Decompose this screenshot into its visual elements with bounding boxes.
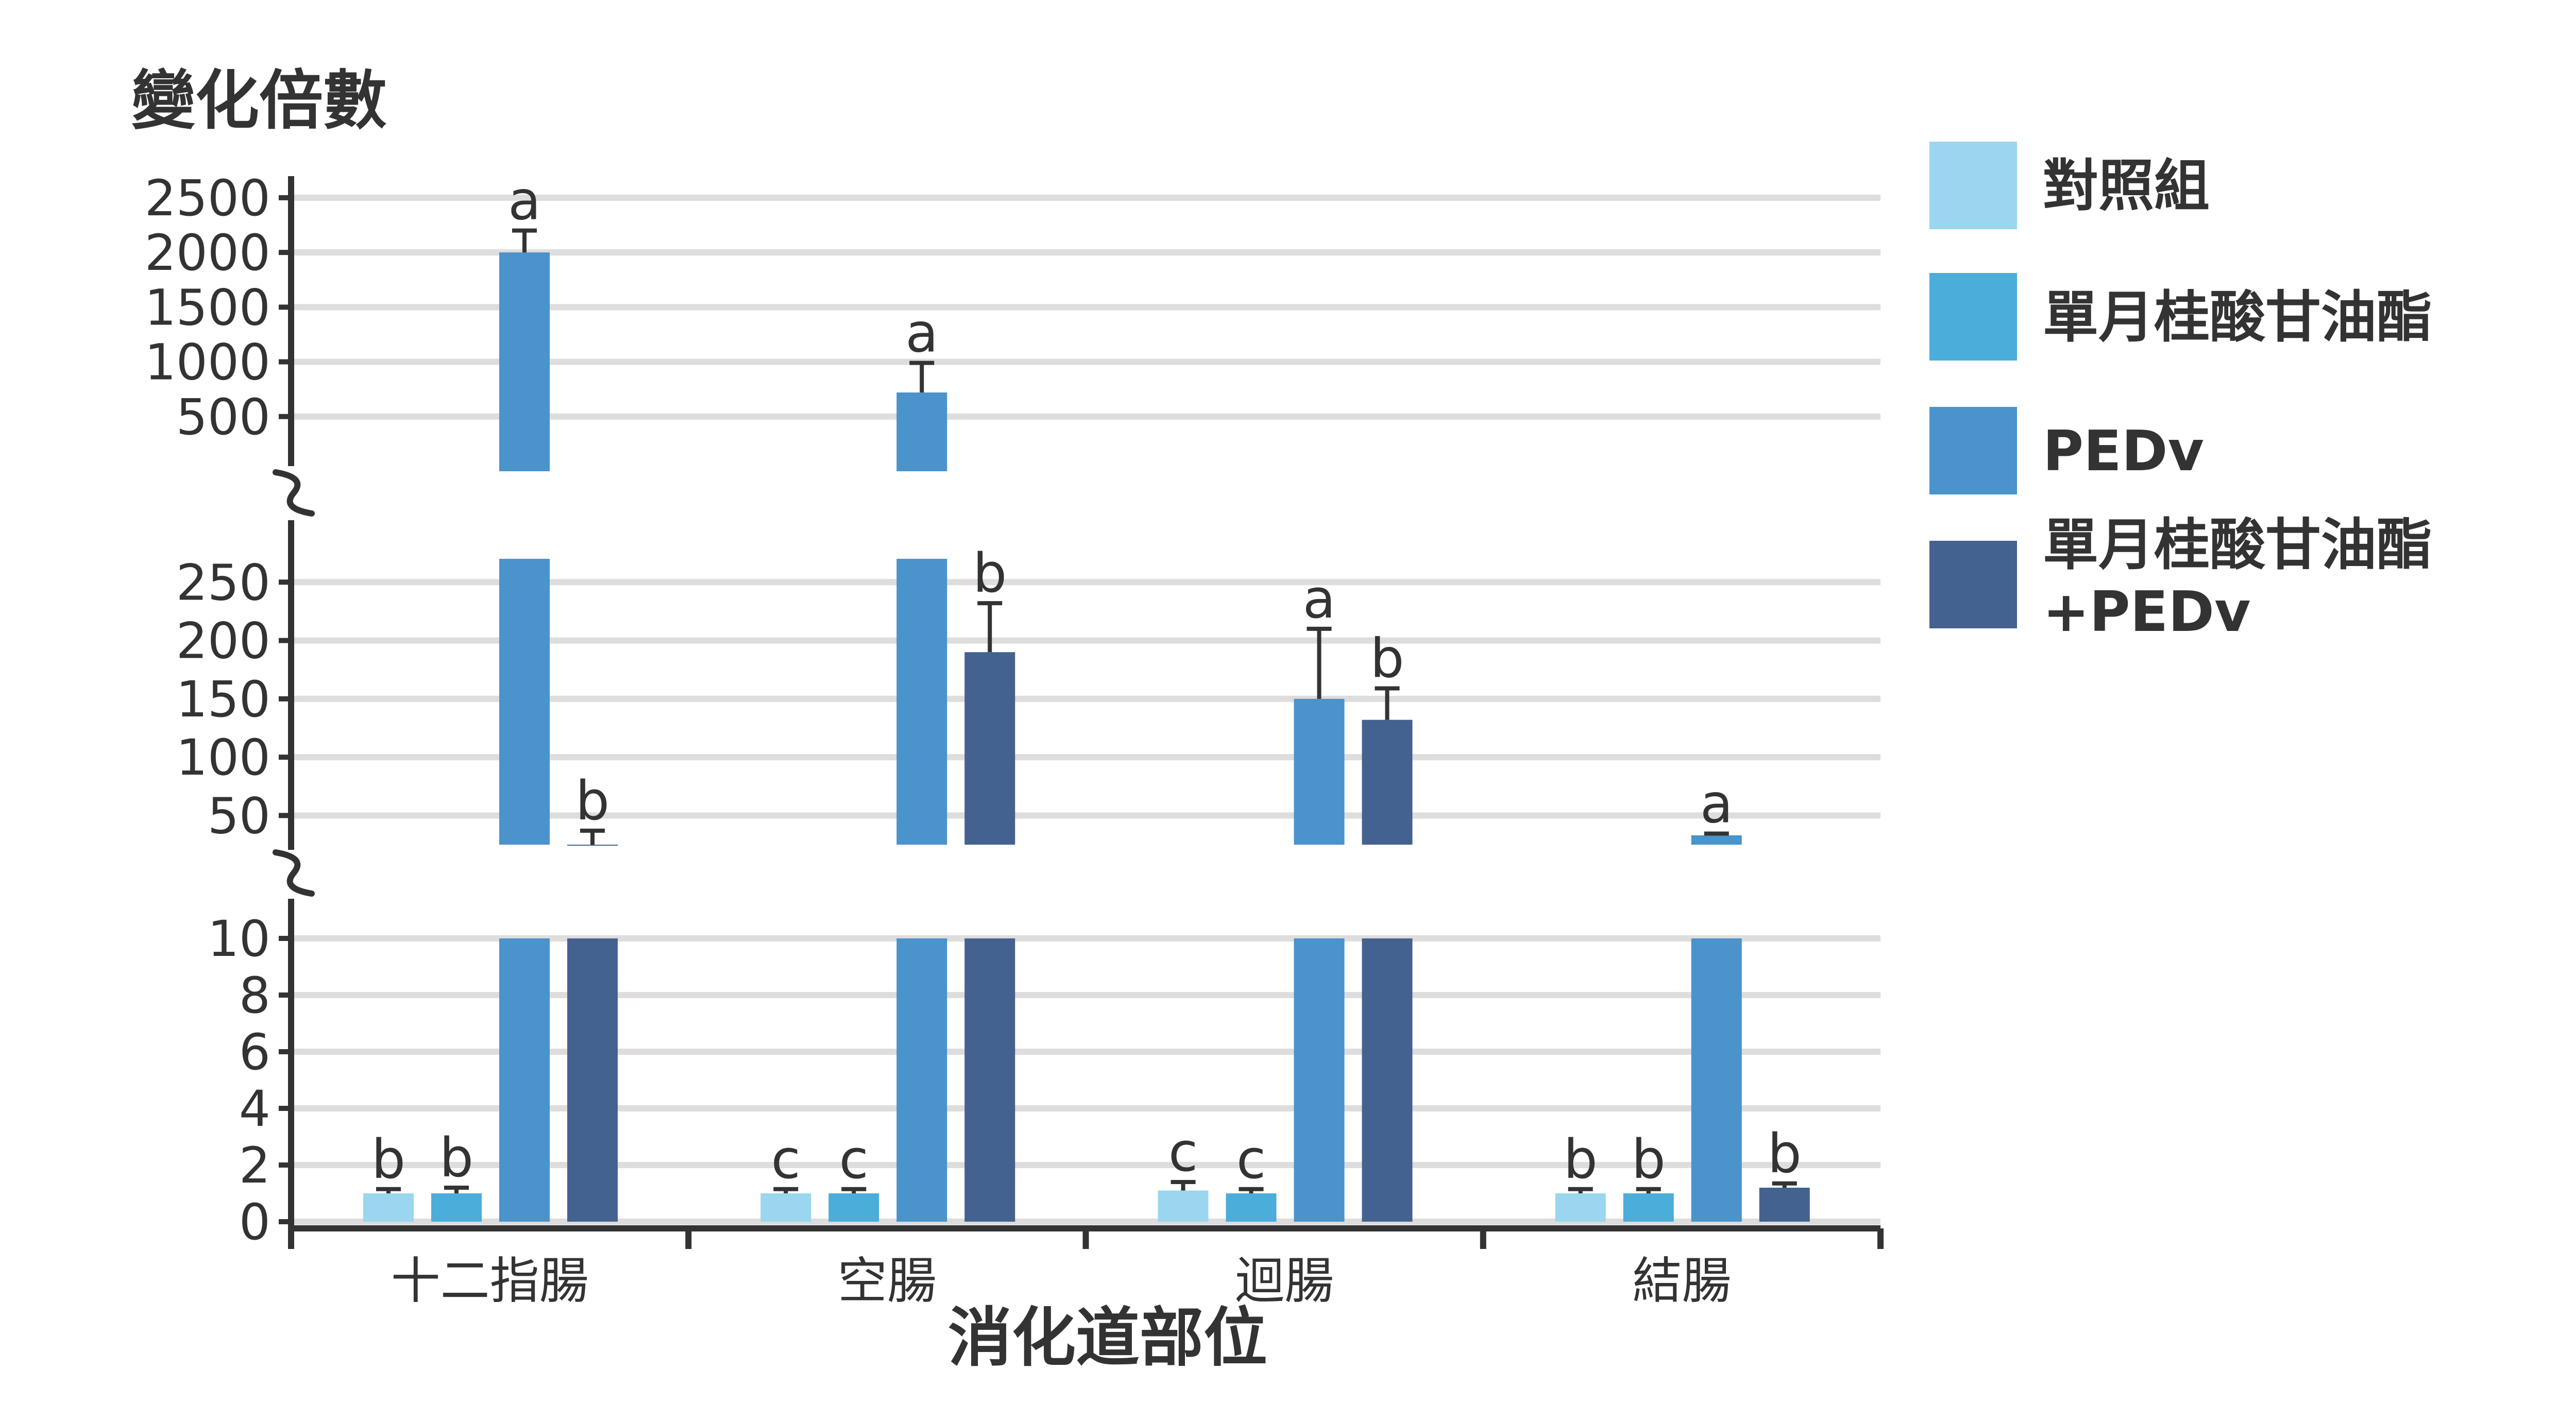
significance-label: a (1700, 772, 1733, 835)
legend-swatch (1929, 407, 2017, 494)
bar (1362, 938, 1413, 1222)
significance-label: c (771, 1128, 801, 1191)
bar (1555, 1193, 1606, 1222)
y-tick-label: 1500 (145, 279, 270, 336)
significance-label: b (1370, 627, 1404, 690)
significance-label: b (371, 1128, 405, 1191)
significance-label: b (439, 1126, 473, 1189)
y-tick-label: 10 (208, 910, 270, 968)
bar (896, 392, 947, 471)
bar (363, 1193, 414, 1222)
legend-swatch (1929, 142, 2017, 229)
legend-swatch (1929, 541, 2017, 628)
bar (567, 845, 618, 846)
axis-break-mark (273, 849, 315, 897)
significance-label: b (973, 542, 1007, 605)
bar (1362, 720, 1413, 845)
legend-label: 對照組 (2043, 154, 2210, 218)
bar (828, 1193, 879, 1222)
y-tick-label: 50 (208, 787, 270, 845)
bar (896, 559, 947, 845)
legend-label: 單月桂酸甘油酯 (2043, 285, 2432, 350)
y-tick-label: 2 (239, 1137, 270, 1194)
legend-label: PEDv (2043, 419, 2204, 484)
y-tick-label: 4 (239, 1080, 270, 1138)
y-tick-label: 500 (176, 388, 270, 446)
bar (1294, 938, 1345, 1222)
y-tick-label: 2500 (145, 169, 270, 227)
y-tick-label: 1000 (145, 334, 270, 391)
bar (499, 559, 550, 845)
legend-label: 單月桂酸甘油酯+PEDv (2043, 513, 2432, 644)
bar (1691, 835, 1742, 845)
bar (1294, 698, 1345, 845)
bar (964, 652, 1015, 845)
bar (1759, 1188, 1810, 1222)
bar (499, 938, 550, 1222)
x-category-label: 空腸 (838, 1252, 937, 1310)
bar (760, 1193, 811, 1222)
bar (1691, 938, 1742, 1222)
y-tick-label: 250 (176, 554, 270, 611)
x-category-label: 結腸 (1632, 1252, 1731, 1310)
significance-label: a (508, 169, 541, 232)
bar (499, 252, 550, 471)
y-axis-label: 變化倍數 (131, 64, 387, 138)
y-tick-label: 150 (176, 671, 270, 728)
y-tick-label: 6 (239, 1023, 270, 1081)
y-tick-label: 100 (176, 729, 270, 786)
bar (896, 938, 947, 1222)
bar (964, 938, 1015, 1222)
significance-label: c (839, 1128, 869, 1191)
y-tick-label: 2000 (145, 224, 270, 282)
y-tick-label: 200 (176, 612, 270, 670)
legend-swatch (1929, 273, 2017, 361)
bar (431, 1193, 482, 1222)
x-axis-label: 消化道部位 (948, 1301, 1267, 1375)
y-tick-label: 8 (239, 967, 270, 1024)
bar (567, 938, 618, 1222)
grid-lines (291, 194, 1880, 1225)
significance-label: c (1168, 1121, 1198, 1184)
significance-label: a (1303, 568, 1336, 630)
significance-label: b (1632, 1128, 1666, 1191)
significance-label: a (905, 302, 938, 365)
significance-label: b (575, 769, 609, 832)
x-category-label: 十二指腸 (391, 1252, 589, 1310)
axis-break-mark (273, 469, 315, 517)
significance-label: b (1768, 1122, 1802, 1185)
significance-label: b (1564, 1128, 1598, 1191)
significance-label: c (1236, 1128, 1266, 1191)
y-tick-label: 0 (239, 1193, 270, 1251)
bar (1623, 1193, 1674, 1222)
bar (1158, 1190, 1209, 1222)
bar (1226, 1193, 1277, 1222)
x-category-label: 迴腸 (1235, 1252, 1334, 1310)
